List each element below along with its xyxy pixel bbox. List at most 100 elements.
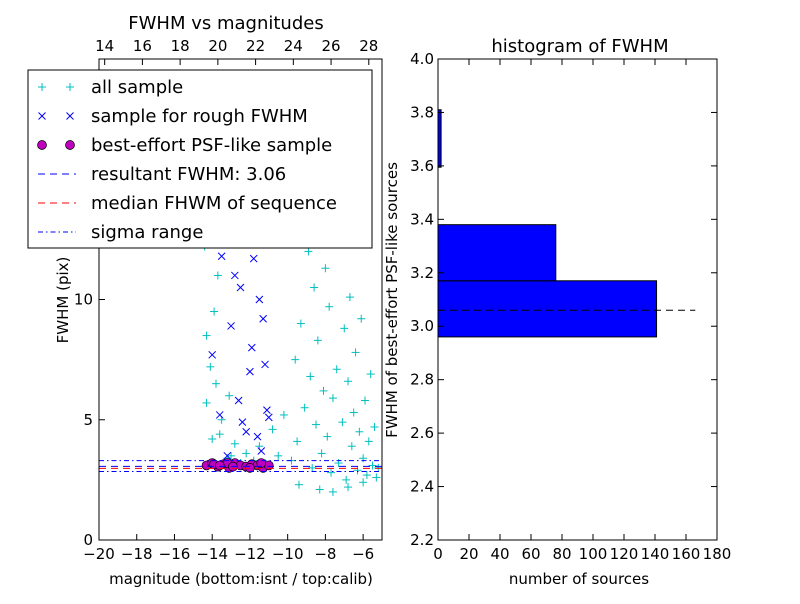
- data-point: [263, 406, 271, 414]
- legend-label: resultant FWHM: 3.06: [91, 164, 286, 185]
- scatter-ylabel: FWHM (pix): [54, 257, 72, 344]
- data-point: [215, 430, 224, 439]
- y-tick-label: 2.6: [410, 424, 434, 442]
- data-point: [234, 396, 243, 405]
- data-point: [372, 473, 381, 482]
- y-tick-label: 4.0: [410, 50, 434, 68]
- data-point: [332, 365, 341, 374]
- data-point: [230, 271, 239, 280]
- x-tick-label: 160: [672, 545, 701, 563]
- data-point: [311, 420, 320, 429]
- data-point: [344, 377, 353, 386]
- histogram-bars: [437, 109, 658, 338]
- data-point: [223, 451, 232, 460]
- top-tick-label: 18: [171, 37, 190, 55]
- top-tick-label: 14: [95, 37, 114, 55]
- legend-entry: median FHWM of sequence: [38, 193, 337, 214]
- data-point: [362, 471, 371, 480]
- data-point: [353, 466, 362, 475]
- data-point: [338, 418, 347, 427]
- data-point: [357, 314, 366, 323]
- data-point: [328, 487, 337, 496]
- x-tick-label: 0: [433, 545, 443, 563]
- data-point: [342, 475, 351, 484]
- legend-entry: resultant FWHM: 3.06: [38, 164, 286, 185]
- y-tick-label: 0: [83, 531, 93, 549]
- data-point: [300, 403, 309, 412]
- scatter-panel: FWHM vs magnitudes −20 −18 −16 −14 −12 −10 −8−…: [27, 13, 383, 588]
- data-point: [242, 449, 251, 458]
- histogram-ticks: 0 20 40 60 80 100 120 140 160 180 2.2 2.4 2.6 2.8 3.0 3…: [410, 50, 731, 563]
- data-point: [202, 331, 211, 340]
- legend: all sample sample for rough FWHM best-effo…: [27, 69, 373, 249]
- data-point: [347, 442, 356, 451]
- data-point: [319, 386, 328, 395]
- data-point: [370, 422, 379, 431]
- data-point: [202, 398, 211, 407]
- data-point: [208, 434, 217, 443]
- y-tick-label: 3.8: [410, 103, 434, 121]
- data-point: [268, 425, 277, 434]
- data-point: [296, 319, 305, 328]
- reference-lines: [99, 460, 382, 472]
- legend-entry: sigma range: [38, 222, 203, 243]
- data-point: [294, 480, 303, 489]
- data-point: [340, 324, 349, 333]
- histogram-bar: [437, 280, 658, 338]
- data-point: [310, 283, 319, 292]
- data-point: [368, 461, 377, 470]
- scatter-ticks: −20 −18 −16 −14 −12 −10 −8 −6 0 5 10 14 16 18 20 22 24 26…: [74, 37, 378, 563]
- data-point: [253, 432, 262, 441]
- data-point: [261, 360, 269, 369]
- legend-marker: [37, 140, 47, 150]
- scatter-frame: [98, 58, 383, 541]
- scatter-xlabel: magnitude (bottom:isnt / top:calib): [109, 570, 373, 588]
- data-point: [359, 478, 368, 487]
- top-tick-label: 26: [322, 37, 341, 55]
- y-tick-label: 3.6: [410, 157, 434, 175]
- x-tick-label: −12: [234, 545, 266, 563]
- data-point: [304, 247, 313, 256]
- x-tick-label: 60: [521, 545, 540, 563]
- data-point: [236, 283, 245, 292]
- data-point: [344, 483, 353, 492]
- x-tick-label: −18: [121, 545, 153, 563]
- data-point: [246, 367, 254, 376]
- legend-label: sample for rough FWHM: [91, 106, 308, 127]
- data-point: [264, 413, 273, 422]
- top-tick-label: 28: [359, 37, 378, 55]
- x-tick-label: 140: [641, 545, 670, 563]
- data-point: [321, 264, 330, 273]
- data-point: [215, 411, 224, 419]
- x-tick-label: −10: [272, 545, 304, 563]
- y-tick-label: 2.4: [410, 478, 434, 496]
- data-point: [361, 396, 370, 405]
- x-tick-label: 100: [579, 545, 608, 563]
- histogram-bar: [437, 224, 557, 282]
- histogram-frame: [437, 58, 718, 541]
- data-point: [249, 254, 258, 263]
- data-point: [306, 372, 315, 381]
- legend-entry: all sample: [38, 77, 183, 98]
- data-point: [210, 307, 219, 316]
- data-point: [247, 343, 256, 352]
- data-point: [313, 336, 322, 345]
- data-point: [291, 355, 300, 364]
- data-point: [274, 451, 283, 460]
- data-point: [315, 485, 324, 494]
- x-tick-label: −20: [83, 545, 115, 563]
- top-tick-label: 16: [133, 37, 152, 55]
- data-point: [257, 447, 266, 455]
- data-point: [345, 293, 354, 302]
- legend-marker: [66, 112, 74, 120]
- data-point: [255, 295, 264, 304]
- data-point: [351, 348, 360, 357]
- x-tick-label: −14: [196, 545, 228, 563]
- top-tick-label: 24: [284, 37, 303, 55]
- data-point: [293, 437, 302, 446]
- x-tick-label: −6: [352, 545, 374, 563]
- legend-marker: [38, 83, 46, 91]
- legend-label: sigma range: [91, 222, 203, 243]
- data-point: [279, 410, 288, 419]
